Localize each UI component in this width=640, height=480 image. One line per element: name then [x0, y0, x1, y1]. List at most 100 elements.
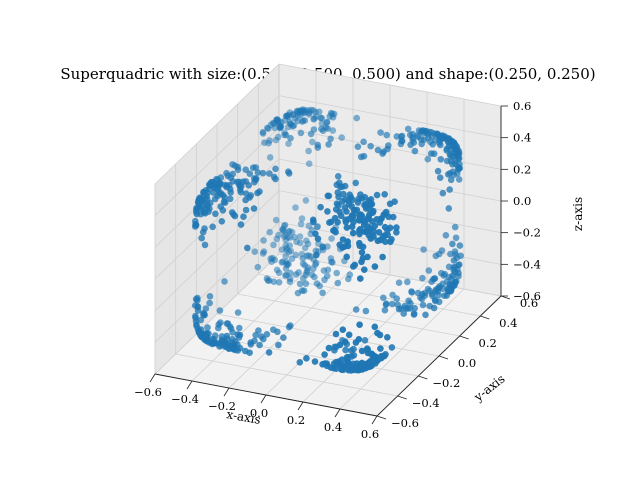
scatter-point: [404, 278, 411, 286]
scatter-point: [206, 293, 214, 300]
scatter-point: [266, 170, 273, 177]
y-tick-mark: [500, 295, 511, 300]
scatter-point: [381, 223, 389, 231]
scatter-point: [319, 127, 327, 134]
scatter-point: [296, 280, 304, 288]
scatter-point: [437, 141, 444, 149]
y-tick-mark: [376, 415, 387, 420]
scatter-point: [279, 226, 287, 234]
x-tick-label: −0.4: [171, 392, 199, 406]
scatter-point: [445, 205, 453, 212]
scatter-point: [300, 287, 308, 295]
scatter-point: [395, 305, 403, 313]
x-tick-mark: [149, 373, 156, 383]
scatter-point: [407, 300, 414, 307]
scatter-point: [357, 153, 365, 161]
scatter-point: [444, 171, 452, 178]
scatter-points: [191, 106, 465, 374]
scatter-point: [278, 259, 286, 266]
scatter-point: [310, 116, 317, 123]
scatter-point: [451, 223, 459, 231]
scatter-point: [226, 195, 234, 203]
scatter-point: [371, 263, 379, 270]
x-tick-mark: [223, 387, 230, 397]
scatter-point: [324, 243, 331, 250]
scatter-point: [314, 144, 322, 151]
scatter-point: [288, 255, 296, 262]
scatter-point: [221, 278, 228, 285]
scatter-point: [362, 307, 370, 315]
scatter-point: [270, 241, 277, 249]
scatter-point: [358, 359, 366, 367]
z-tick-label: 0.4: [513, 131, 531, 145]
scatter-point: [325, 141, 332, 148]
scatter-point: [440, 272, 448, 279]
y-tick-label: −0.4: [412, 396, 440, 410]
scatter-point: [301, 244, 309, 252]
scatter-point: [203, 192, 210, 200]
scatter-point: [345, 360, 352, 367]
x-tick-label: 0.4: [324, 420, 342, 434]
scatter-point: [339, 326, 347, 334]
z-tick-label: 0.2: [513, 162, 531, 176]
scatter-point: [289, 122, 297, 130]
scatter-point: [275, 279, 283, 286]
scatter-point: [435, 298, 443, 306]
scatter-point: [327, 218, 335, 226]
scatter-point: [457, 252, 465, 260]
z-axis-label: z-axis: [571, 197, 585, 231]
scatter-point: [309, 138, 316, 146]
x-tick-label: 0.0: [250, 406, 268, 420]
z-tick-label: 0.6: [513, 99, 531, 113]
scatter-point: [442, 232, 450, 239]
scatter-point: [428, 278, 435, 286]
scatter-point: [251, 248, 259, 255]
scatter-point: [430, 304, 438, 312]
y-tick-mark: [459, 335, 469, 340]
scatter-point: [264, 277, 272, 284]
scatter-point: [447, 285, 455, 293]
scatter-point: [438, 247, 446, 254]
scatter-point: [265, 349, 273, 356]
scatter-point: [201, 311, 208, 319]
scatter-point: [305, 160, 313, 167]
scatter-point: [237, 188, 245, 196]
scatter-point: [422, 311, 429, 319]
scatter-point: [379, 150, 386, 157]
scatter-point: [312, 230, 319, 238]
scatter-point: [358, 347, 366, 355]
scatter-point: [380, 294, 387, 302]
scatter-point: [201, 241, 209, 249]
y-tick-label: −0.2: [432, 376, 460, 390]
scatter-point: [397, 140, 405, 148]
scatter-point: [343, 208, 350, 215]
scatter-point: [307, 130, 315, 138]
scatter-point: [298, 215, 306, 222]
z-tick-label: −0.2: [513, 226, 541, 240]
x-tick-label: 0.2: [287, 413, 305, 427]
scatter-point: [261, 139, 268, 146]
scatter-point: [251, 178, 258, 186]
scatter-point: [329, 114, 337, 121]
scatter-point: [434, 167, 442, 175]
scatter-point: [364, 346, 372, 353]
scatter-point: [302, 280, 310, 288]
scatter-point: [348, 223, 356, 230]
scatter-point: [340, 190, 347, 198]
scatter-point: [282, 265, 290, 273]
x-tick-label: −0.2: [208, 399, 236, 413]
scatter-point: [273, 235, 281, 243]
scatter-point: [400, 310, 408, 317]
scatter-point: [379, 253, 386, 261]
scatter-point: [343, 224, 351, 231]
scatter-point: [324, 208, 331, 215]
scatter-point: [310, 265, 317, 273]
scatter-point: [325, 192, 333, 200]
scatter-point: [280, 334, 287, 342]
x-tick-mark: [371, 415, 378, 425]
scatter-point: [297, 111, 304, 119]
scatter-point: [256, 341, 263, 349]
scatter-point: [447, 176, 455, 184]
scatter-point: [327, 364, 335, 371]
z-grid-line: [278, 95, 502, 139]
